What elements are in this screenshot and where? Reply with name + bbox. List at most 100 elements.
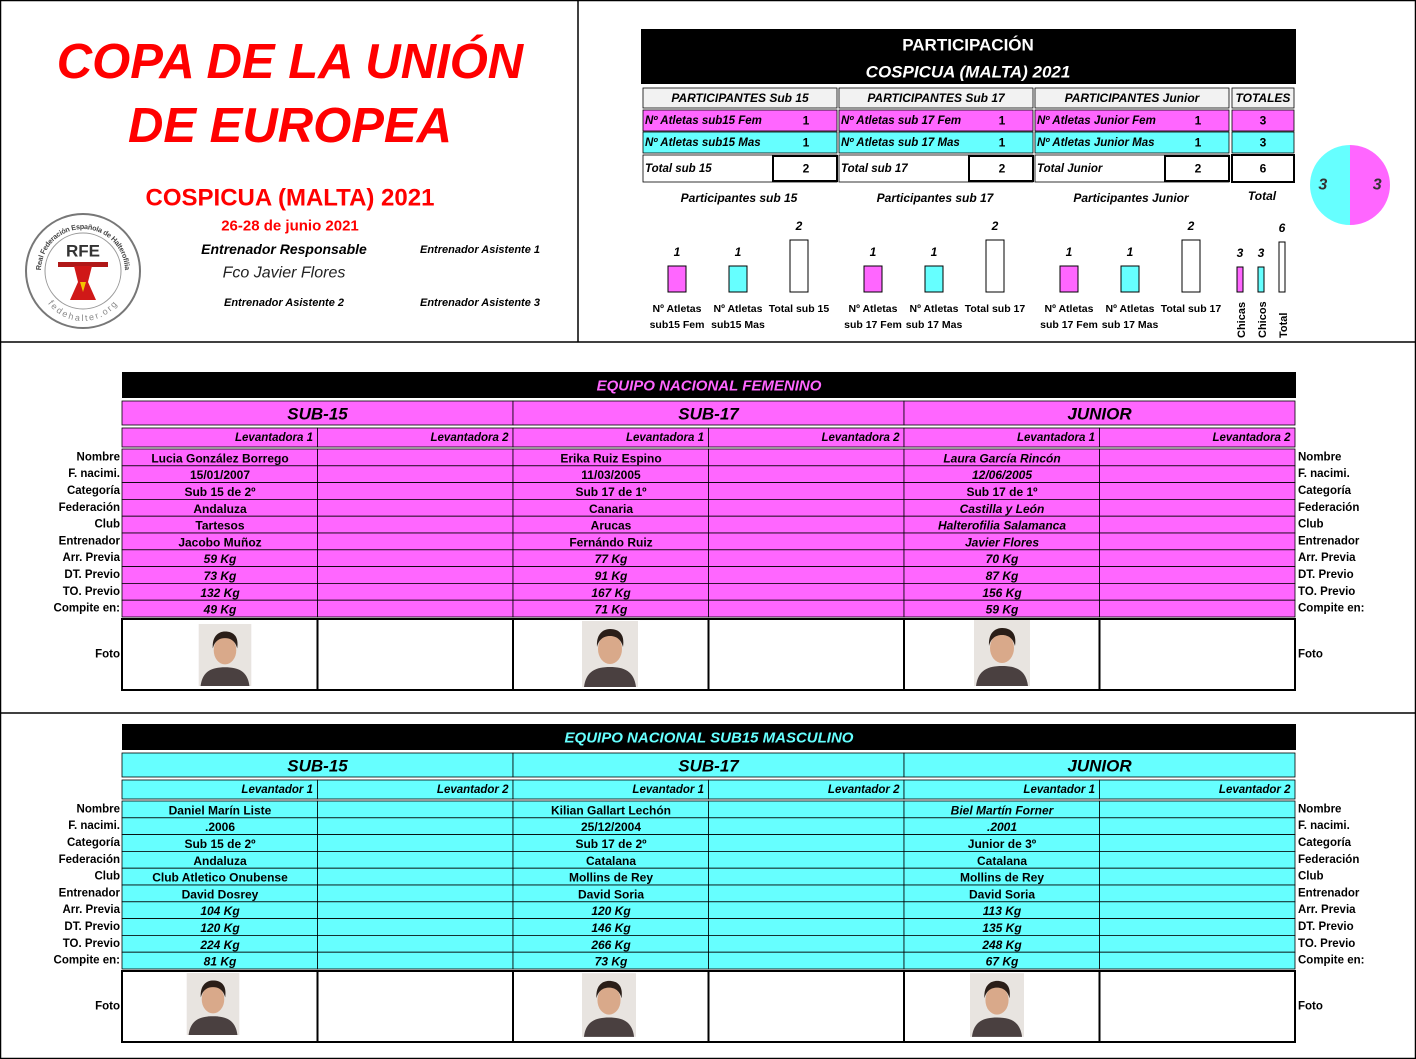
bar-label: 2 [795, 219, 803, 233]
athlete-field: Mollins de Rey [569, 871, 653, 885]
cell [1099, 834, 1296, 852]
athlete-field: Tartesos [195, 519, 244, 533]
cell [1231, 87, 1295, 109]
cell [1099, 779, 1296, 800]
athlete-photo [974, 620, 1030, 686]
row-label: Club [1298, 519, 1324, 531]
slot-label: Levantadora 1 [626, 432, 704, 444]
athlete-field: Sub 17 de 1º [966, 485, 1038, 499]
athlete-field: 266 Kg [590, 938, 631, 952]
cell [1099, 884, 1296, 903]
cell [1099, 867, 1296, 886]
category-label-box: Nº Atletas sub 17 Mas [905, 303, 963, 331]
cell [317, 884, 514, 903]
cell [903, 400, 1296, 426]
cell [708, 482, 905, 500]
cell [708, 465, 905, 483]
row-label: Nº Atletas Junior Mas [1037, 136, 1155, 149]
row-label: Compite en: [1298, 603, 1364, 615]
totals-header: TOTALES [1236, 91, 1291, 105]
category-label-box: Nº Atletas sub15 Fem [649, 303, 705, 331]
row-label: Nombre [77, 803, 120, 815]
athlete-field: 12/06/2005 [972, 468, 1032, 482]
row-label: Categoría [67, 837, 121, 849]
athlete-photo [198, 624, 252, 686]
cell [1099, 901, 1296, 919]
cell [317, 867, 514, 886]
cell [1034, 87, 1230, 109]
row-label: Federación [1298, 502, 1359, 514]
row-label: Categoría [1298, 837, 1352, 849]
row-label: Categoría [1298, 485, 1352, 497]
row-label: TO. Previo [1298, 938, 1355, 950]
cell [317, 901, 514, 919]
row-label-box: Nº Atletas sub 17 Fem [841, 114, 962, 127]
cell [708, 935, 905, 953]
group-header: PARTICIPANTES Sub 17 [867, 91, 1006, 105]
cell [968, 155, 1034, 182]
row-label: Nº Atletas sub 17 Fem [841, 114, 962, 127]
athlete-field: Club Atletico Onubense [152, 871, 288, 885]
row-value: 1 [999, 136, 1006, 150]
athlete-field: Halterofilia Salamanca [938, 519, 1066, 533]
athlete-field: Catalana [586, 854, 636, 868]
row-label: Total sub 15 [645, 162, 712, 175]
athlete-field: Sub 17 de 1º [575, 485, 647, 499]
cell [1099, 427, 1296, 448]
cell [1099, 851, 1296, 869]
bar [985, 239, 1005, 293]
athlete-field: Erika Ruiz Espino [560, 451, 661, 465]
cell [708, 867, 905, 886]
athlete-field: Andaluza [193, 502, 247, 516]
chart-title: Participantes sub 17 [877, 191, 995, 205]
cell [838, 87, 1034, 109]
row-label-box: Nº Atletas Junior Fem [1037, 115, 1156, 127]
slot-label: Levantador 1 [241, 784, 313, 796]
athlete-field: 120 Kg [200, 921, 240, 935]
cell [1099, 951, 1296, 970]
row-label: F. nacimi. [68, 468, 120, 480]
row-label: Entrenador [1298, 887, 1360, 899]
cell [317, 482, 514, 500]
category-label: Nº Atletas sub15 Fem [649, 303, 705, 331]
cell [1099, 599, 1296, 618]
cell [772, 155, 838, 182]
category-label-box: Nº Atletas sub15 Mas [711, 303, 765, 331]
athlete-field: 59 Kg [204, 552, 237, 566]
row-label: Entrenador [59, 535, 121, 547]
cell [317, 448, 514, 467]
row-label-box: Nº Atletas sub15 Fem [645, 114, 762, 127]
row-label: Nº Atletas sub15 Fem [645, 114, 762, 127]
main-title: COPA DE LA UNIÓN DE EUROPEA [56, 35, 524, 153]
athlete-field: Sub 15 de 2º [184, 837, 256, 851]
cell [708, 851, 905, 869]
bar [789, 239, 809, 293]
bar-label: 2 [991, 219, 999, 233]
row-label: Foto [1298, 1001, 1323, 1013]
bar [1120, 265, 1140, 293]
athlete-field: 59 Kg [986, 603, 1019, 617]
category-label: Nº Atletas sub 17 Mas [905, 303, 963, 331]
slot-label: Levantador 2 [1219, 784, 1291, 796]
athlete-field: Daniel Marín Liste [169, 803, 272, 817]
team-title: EQUIPO NACIONAL FEMENINO [597, 378, 822, 395]
athlete-field: Canaria [589, 502, 633, 516]
category-label: Chicas [1236, 302, 1248, 338]
row-label: Federación [59, 502, 120, 514]
athlete-field: 15/01/2007 [190, 468, 250, 482]
cell [1099, 532, 1296, 551]
cell [708, 834, 905, 852]
bar [924, 265, 944, 293]
cell [708, 884, 905, 903]
bar-label: 1 [674, 245, 681, 259]
category-label-box: Total sub 15 [769, 303, 829, 315]
cell [1099, 583, 1296, 601]
dates: 26-28 de junio 2021 [221, 218, 359, 235]
athlete-field: Biel Martín Forner [951, 803, 1055, 817]
slot-label: Levantadora 1 [235, 432, 313, 444]
bar [1257, 266, 1265, 293]
athlete-field: David Soria [969, 887, 1035, 901]
category-label: Chicos [1257, 301, 1269, 338]
category-label: Nº Atletas sub15 Mas [711, 303, 765, 331]
logo-figure [80, 282, 86, 292]
